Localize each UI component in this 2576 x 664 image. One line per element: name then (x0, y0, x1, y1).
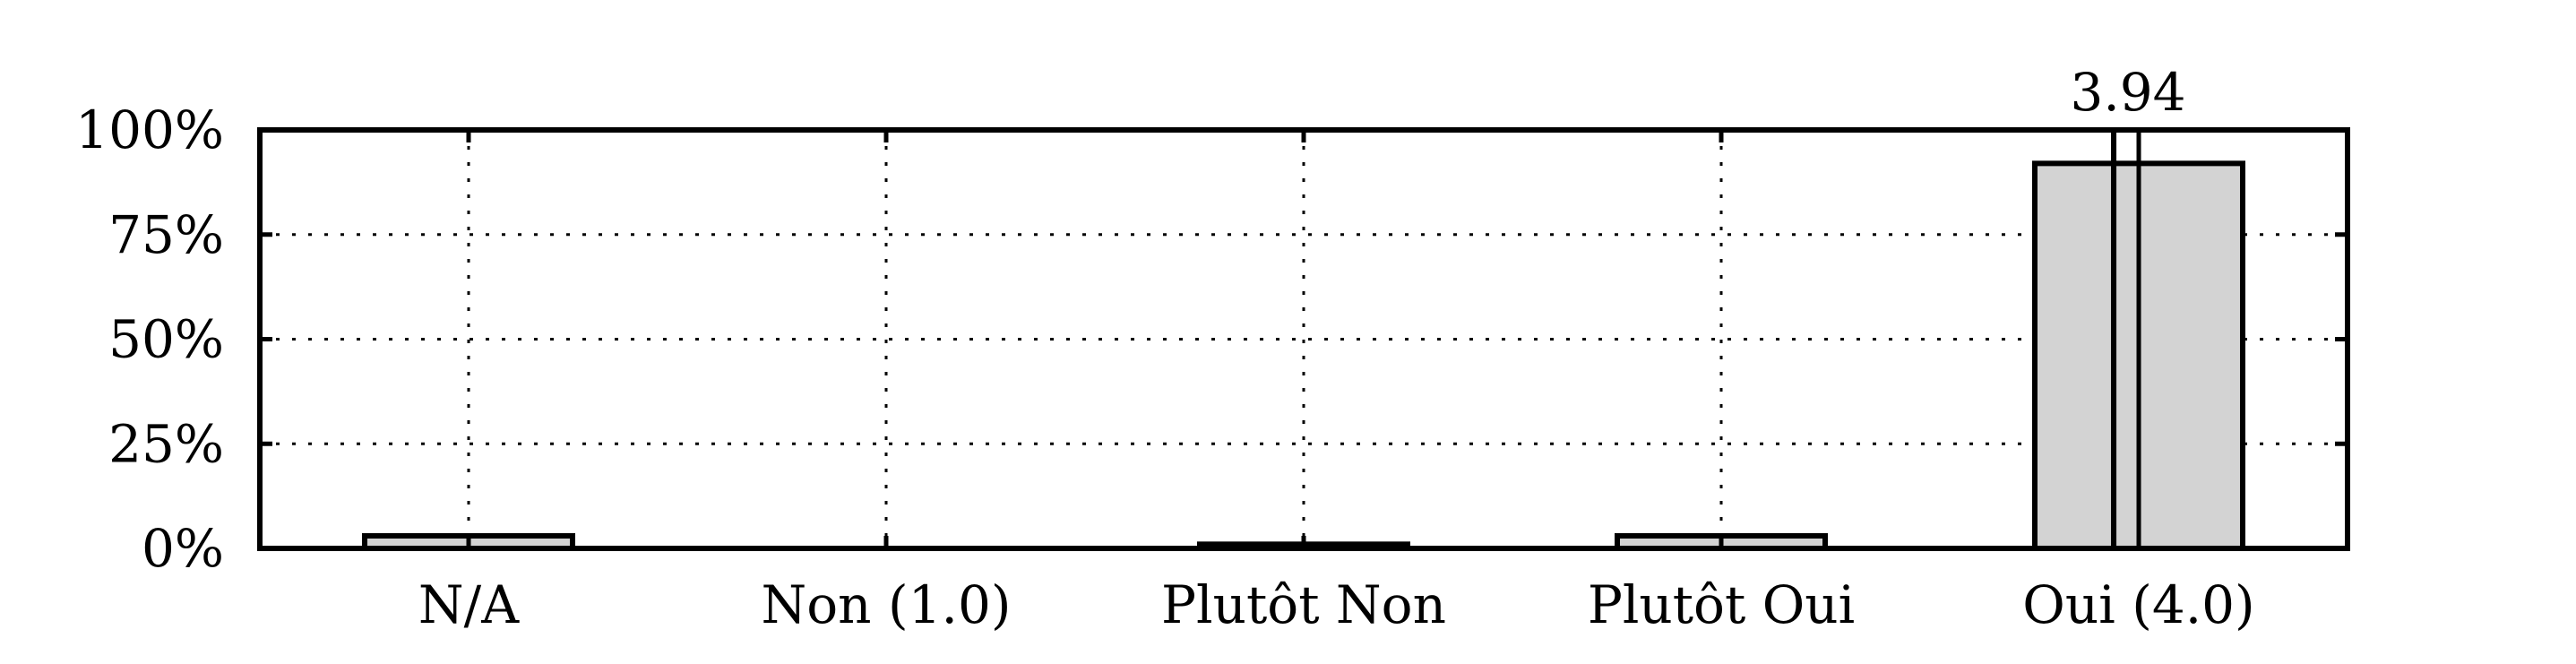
x-tick-label: Oui (4.0) (2022, 574, 2254, 635)
x-tick-label: Plutôt Oui (1588, 574, 1855, 635)
x-tick-label: Non (1.0) (762, 574, 1012, 635)
y-tick-label: 50% (108, 309, 224, 370)
x-axis-labels: N/A Non (1.0) Plutôt Non Plutôt Oui Oui (4.0… (418, 130, 2255, 635)
y-tick-label: 25% (108, 413, 224, 474)
y-axis-ticks: 0% 25% 50% 75% 100% (75, 99, 2348, 579)
mean-value-label: 3.94 (2070, 62, 2185, 123)
y-tick-label: 75% (108, 204, 224, 265)
y-tick-label: 100% (75, 99, 224, 160)
x-tick-label: N/A (418, 574, 520, 635)
y-tick-label: 0% (142, 518, 224, 579)
x-tick-label: Plutôt Non (1161, 574, 1446, 635)
